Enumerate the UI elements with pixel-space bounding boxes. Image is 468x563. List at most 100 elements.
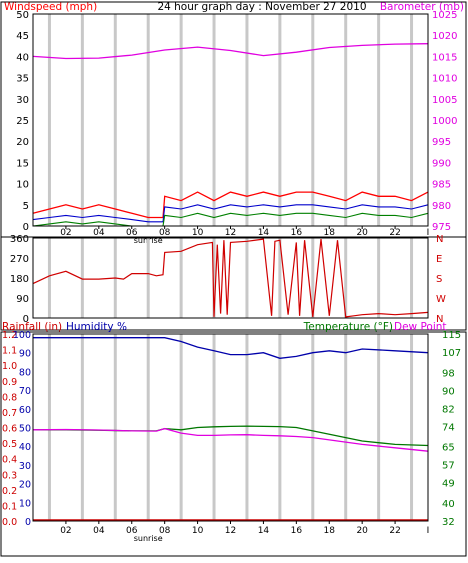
temperature-tick-label: 49 (442, 479, 455, 490)
temperature-tick-label: 115 (442, 330, 461, 341)
humidity-tick-label: 60 (19, 405, 31, 416)
rainfall-tick-label: 1.1 (2, 346, 17, 357)
humidity-tick-label: 70 (19, 386, 31, 397)
windspeed-tick-label: 30 (16, 95, 29, 106)
x-tick-label: 20 (356, 228, 368, 238)
humidity-tick-label: 50 (19, 424, 31, 435)
windspeed-tick-label: 5 (23, 201, 29, 212)
x-tick-label: 08 (159, 526, 171, 536)
compass-tick-label: W (436, 294, 446, 305)
temperature-tick-label: 98 (442, 368, 455, 379)
temperature-tick-label: 107 (442, 348, 461, 359)
humidity-tick-label: 10 (19, 498, 31, 509)
x-tick-label: 02 (60, 526, 71, 536)
barometer-tick-label: 1010 (432, 74, 457, 85)
barometer-tick-label: 995 (432, 137, 451, 148)
windspeed-series-line (32, 204, 429, 223)
windspeed-tick-label: 0 (23, 222, 29, 233)
plot-frame (32, 237, 429, 319)
wind-barometer-panel: 0510152025303540455097598098599099510001… (0, 1, 467, 245)
rainfall-axis-title: Rainfall (in) (2, 321, 62, 333)
x-tick-label: 04 (93, 228, 105, 238)
temperature-tick-label: 65 (442, 443, 455, 454)
humidity-temperature-panel: 0.0 0.1 0.2 0.3 0.4 0.5 0.6 0.7 0.8 0.9 1.0 1.1 1.2 0… (0, 330, 467, 557)
compass-tick-label: N (436, 314, 443, 325)
x-tick-label: 14 (258, 526, 270, 536)
plot-frame (32, 333, 429, 522)
rainfall-tick-label: 0.8 (2, 392, 17, 403)
rainfall-tick-label: 1.2 (2, 330, 17, 341)
dewpoint-series-line (32, 427, 429, 452)
barometer-tick-label: 1000 (432, 116, 457, 127)
windspeed-tick-label: 10 (16, 180, 29, 191)
temperature-tick-label: 57 (442, 461, 455, 472)
humidity-axis-title: Humidity % (66, 321, 127, 333)
x-tick-label: 06 (126, 228, 138, 238)
panel-border (0, 236, 467, 331)
x-tick-label: 12 (225, 228, 236, 238)
x-end-label: I (427, 526, 430, 536)
wind-direction-series-line (32, 238, 429, 318)
chart-title: 24 hour graph day : November 27 2010 (157, 1, 366, 13)
barometer-tick-label: 1025 (432, 10, 457, 21)
rainfall-tick-label: 0.6 (2, 424, 17, 435)
x-tick-label: 08 (159, 228, 171, 238)
x-tick-label: 04 (93, 526, 105, 536)
windspeed-tick-label: 40 (16, 52, 29, 63)
dewpoint-axis-title: Dew Point (394, 321, 447, 333)
windspeed-tick-label: 50 (16, 10, 29, 21)
humidity-tick-label: 80 (19, 367, 31, 378)
direction-tick-label: 360 (10, 234, 29, 245)
compass-tick-label: N (436, 234, 443, 245)
humidity-tick-label: 20 (19, 480, 31, 491)
x-tick-label: 10 (192, 526, 204, 536)
x-tick-label: 10 (192, 228, 204, 238)
x-tick-label: 16 (291, 526, 303, 536)
rainfall-tick-label: 0.5 (2, 439, 17, 450)
compass-tick-label: E (436, 254, 442, 265)
x-tick-label: 22 (389, 526, 400, 536)
rainfall-tick-label: 1.0 (2, 361, 17, 372)
windspeed-tick-label: 20 (16, 137, 29, 148)
humidity-series-line (33, 337, 429, 359)
compass-tick-label: S (436, 274, 442, 285)
direction-tick-label: 0 (23, 314, 29, 325)
temperature-tick-label: 40 (442, 499, 455, 510)
x-tick-label: 20 (356, 526, 368, 536)
temperature-tick-label: 90 (442, 386, 455, 397)
rainfall-tick-label: 0.0 (2, 517, 17, 528)
x-end-label: I (427, 228, 430, 238)
temperature-tick-label: 82 (442, 404, 455, 415)
windspeed-axis-title: Windspeed (mph) (4, 1, 97, 13)
temperature-axis-title: Temperature (°F) (303, 321, 393, 333)
windspeed-tick-label: 35 (16, 74, 29, 85)
x-tick-label: 16 (291, 228, 303, 238)
windspeed-tick-label: 15 (16, 158, 29, 169)
temperature-series-line (33, 425, 429, 447)
humidity-tick-label: 100 (13, 330, 31, 341)
barometer-tick-label: 1015 (432, 52, 457, 63)
panel-border (0, 331, 467, 557)
x-tick-label: 12 (225, 526, 236, 536)
temperature-tick-label: 74 (442, 422, 455, 433)
rainfall-tick-label: 0.1 (2, 501, 17, 512)
panel-border (0, 1, 467, 238)
windspeed-series-line (32, 191, 429, 219)
humidity-tick-label: 90 (19, 349, 31, 360)
direction-tick-label: 270 (10, 254, 29, 265)
windspeed-series-line (32, 212, 429, 227)
barometer-tick-label: 980 (432, 201, 451, 212)
barometer-tick-label: 1020 (432, 31, 457, 42)
humidity-tick-label: 30 (19, 461, 31, 472)
barometer-tick-label: 990 (432, 158, 451, 169)
barometer-series-line (32, 43, 429, 60)
x-tick-label: 18 (324, 228, 336, 238)
rainfall-tick-label: 0.4 (2, 455, 17, 466)
direction-tick-label: 180 (10, 274, 29, 285)
temperature-tick-label: 32 (442, 517, 455, 528)
barometer-axis-title: Barometer (mb) (380, 1, 464, 13)
barometer-tick-label: 1005 (432, 95, 457, 106)
